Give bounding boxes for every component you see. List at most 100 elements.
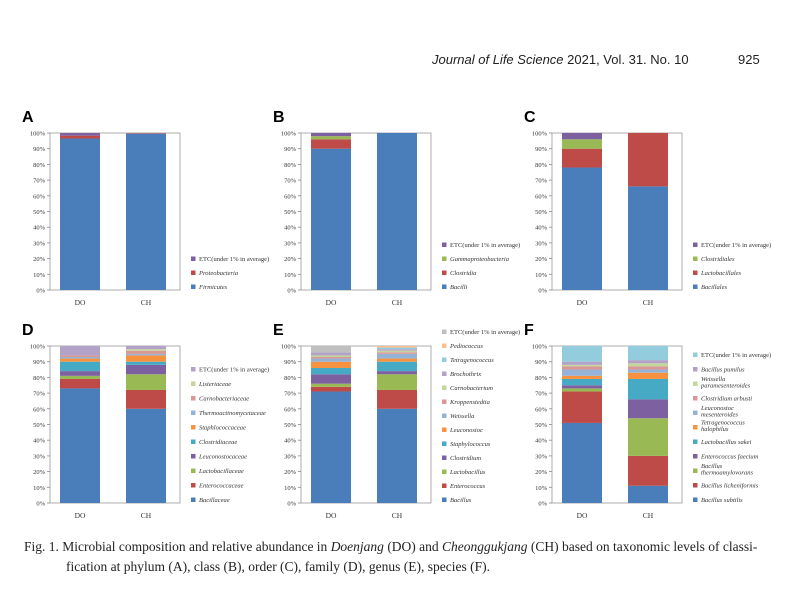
y-tick-label: 100% — [281, 344, 297, 351]
bar-do-lactobacillales — [562, 148, 602, 168]
bar-do-bacillus-licheniformis — [562, 391, 602, 423]
legend-label: Bacillus — [450, 497, 472, 504]
x-category-label: DO — [75, 298, 86, 307]
bar-do-bacillales — [562, 167, 602, 290]
bar-do-staphylococcus — [311, 367, 351, 375]
legend-label: Proteobacteria — [198, 270, 238, 277]
y-tick-label: 0% — [287, 501, 296, 508]
legend-label: Bacillus pumilus — [701, 367, 745, 374]
y-tick-label: 20% — [284, 256, 297, 263]
legend-label: Leuconostocaceae — [198, 454, 247, 461]
bar-do-bacillus-subtilis — [562, 422, 602, 503]
bar-ch-bacillus-thermoamylovorans — [628, 418, 668, 456]
y-tick-label: 20% — [535, 469, 548, 476]
y-tick-label: 20% — [284, 469, 297, 476]
bar-do-enterococcaceae — [60, 378, 100, 389]
bar-ch-carnobacteriaceae — [126, 350, 166, 354]
legend-swatch — [442, 242, 447, 247]
legend-label: Staphlococcaceae — [199, 425, 246, 432]
legend-swatch — [693, 256, 698, 261]
legend-swatch — [442, 329, 447, 334]
chart-panel-e: E 0% 10% 20% 30% 40% 50% 60% 70% 80% 90% 100% DO CH Ba… — [273, 322, 520, 520]
legend-label: ETC(under 1% in average) — [199, 256, 269, 263]
panel-label: D — [22, 322, 34, 339]
bar-do-proteobacteria — [60, 135, 100, 139]
legend-swatch — [191, 381, 196, 386]
legend-label: Carnobacterium — [450, 385, 493, 392]
bar-ch-tetragenococcus — [377, 347, 417, 350]
bar-do-clostridiaceae — [60, 361, 100, 372]
journal-citation: Journal of Life Science 2021, Vol. 31. N… — [432, 52, 689, 67]
y-tick-label: 90% — [33, 146, 46, 153]
y-tick-label: 100% — [30, 344, 46, 351]
y-tick-label: 0% — [538, 288, 547, 295]
figure-caption: Fig. 1. Microbial composition and relati… — [24, 539, 758, 574]
legend-label: Weissella — [701, 376, 725, 383]
bar-ch-enterococcaceae — [126, 389, 166, 409]
legend-label: Carnobacteriaceae — [199, 396, 249, 403]
page-header: Journal of Life Science 2021, Vol. 31. N… — [0, 52, 800, 70]
y-tick-label: 10% — [284, 485, 297, 492]
legend-swatch — [442, 357, 447, 362]
y-tick-label: 90% — [284, 146, 297, 153]
legend-label: Tetragenococcus — [450, 357, 494, 364]
bar-ch-clostridiaceae — [126, 361, 166, 365]
y-tick-label: 80% — [284, 162, 297, 169]
bar-do-tetragenococcus-halophilus — [562, 375, 602, 379]
bar-do-thermoactinomycetaceae — [60, 356, 100, 359]
legend-swatch — [191, 468, 196, 473]
bar-ch-staphylococcus — [377, 361, 417, 372]
bar-do-kroppenstedtia — [311, 356, 351, 359]
bar-do-gammaproteobacteria — [311, 136, 351, 140]
y-tick-label: 40% — [33, 225, 46, 232]
bar-do-etc-under-1-in-average — [60, 346, 100, 356]
bar-ch-bacilli — [377, 133, 417, 290]
y-tick-label: 50% — [33, 422, 46, 429]
legend-label: Lactobacillaceae — [198, 468, 244, 475]
figure-1: A 0% 10% 20% 30% 40% 50% 60% 70% 80% 90% 100% DO CH Fi… — [22, 109, 771, 520]
x-category-label: DO — [326, 298, 337, 307]
legend-swatch — [442, 455, 447, 460]
page-number: 925 — [738, 52, 760, 67]
legend-swatch — [693, 439, 698, 444]
bar-ch-weissella — [377, 353, 417, 359]
legend-swatch — [191, 410, 196, 415]
legend-label: ETC(under 1% in average) — [701, 352, 771, 359]
legend-label: Lactobacillus — [449, 469, 486, 476]
legend-swatch — [442, 483, 447, 488]
y-tick-label: 50% — [284, 209, 297, 216]
legend-swatch — [693, 468, 698, 473]
legend-label: Bacillus licheniformis — [701, 483, 759, 490]
y-tick-label: 60% — [535, 406, 548, 413]
legend-swatch — [442, 441, 447, 446]
legend-swatch — [693, 352, 698, 357]
legend-swatch — [442, 270, 447, 275]
journal-name: Journal of Life Science — [432, 52, 564, 67]
bar-ch-firmicutes — [126, 133, 166, 290]
bar-do-firmicutes — [60, 138, 100, 290]
bar-do-etc-under-1-in-average — [60, 133, 100, 136]
y-tick-label: 0% — [36, 288, 45, 295]
y-tick-label: 80% — [33, 375, 46, 382]
bar-ch-carnobacterium — [377, 350, 417, 353]
x-category-label: DO — [577, 298, 588, 307]
legend-label: Pediococcus — [449, 343, 483, 350]
y-tick-label: 10% — [33, 485, 46, 492]
legend-swatch — [693, 425, 698, 430]
legend-label: halophilus — [701, 426, 729, 433]
y-tick-label: 70% — [33, 391, 46, 398]
bar-ch-enterococcus — [377, 389, 417, 409]
legend-label: Kroppenstedtia — [449, 399, 490, 406]
y-tick-label: 60% — [284, 406, 297, 413]
bar-do-carnobacteriaceae — [60, 355, 100, 357]
bar-ch-bacillaceae — [126, 408, 166, 503]
bar-ch-listeriaceae — [126, 349, 166, 351]
legend-label: Brochothrix — [450, 371, 481, 378]
chart-panel-a: A 0% 10% 20% 30% 40% 50% 60% 70% 80% 90% 100% DO CH Fi… — [22, 109, 269, 307]
y-tick-label: 90% — [33, 359, 46, 366]
legend-label: Bacillus — [701, 463, 723, 470]
y-tick-label: 30% — [284, 453, 297, 460]
legend-label: Thermoactinomycetaceae — [199, 410, 266, 417]
y-tick-label: 60% — [33, 193, 46, 200]
legend-swatch — [442, 497, 447, 502]
